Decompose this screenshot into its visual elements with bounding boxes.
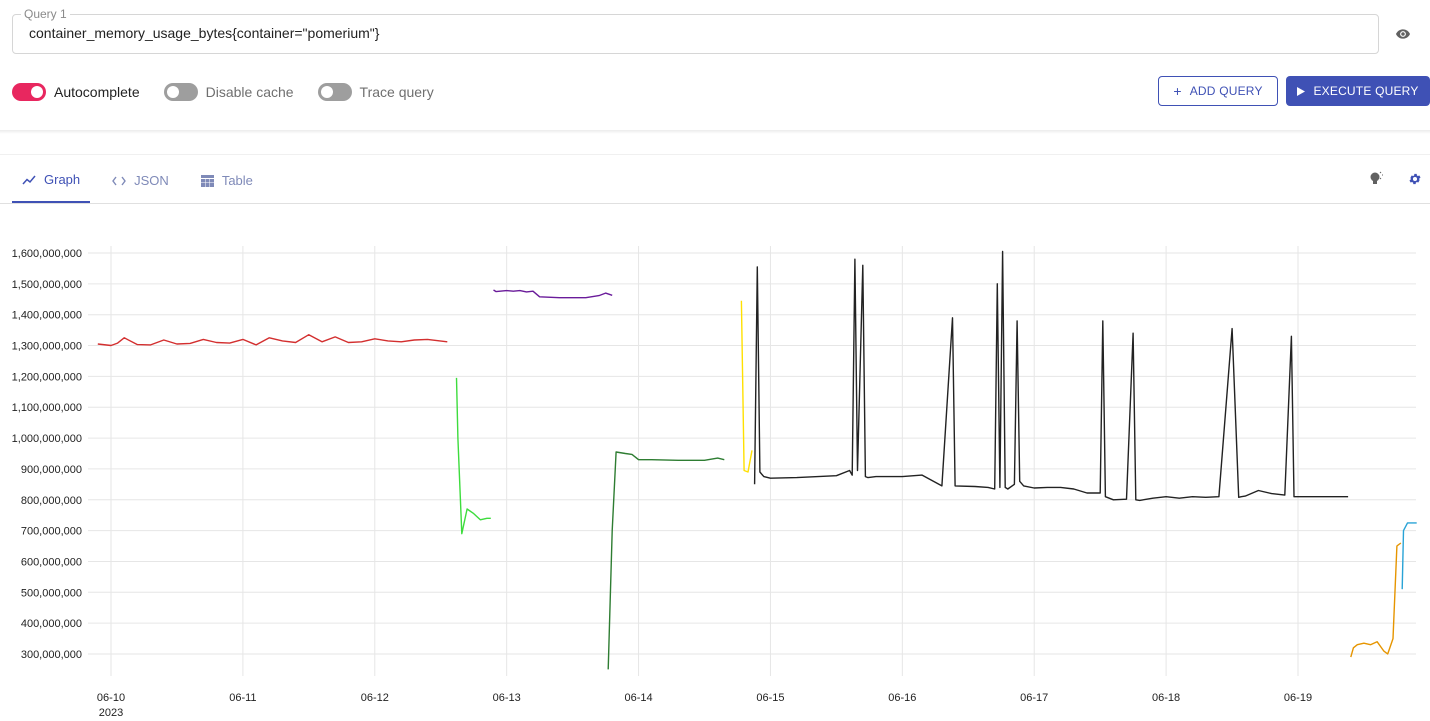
series-line-3 [607,451,725,670]
result-tabs: Graph JSON Table [12,158,275,203]
disable-cache-toggle[interactable]: Disable cache [163,83,294,101]
y-tick-label: 400,000,000 [21,618,82,630]
x-tick-label: 06-11 [229,692,256,704]
series-line-2 [493,289,613,299]
y-tick-label: 900,000,000 [21,464,82,476]
add-query-label: ADD QUERY [1189,84,1263,98]
tab-table[interactable]: Table [191,158,263,203]
x-tick-label: 06-15 [756,692,784,704]
series-line-6 [1350,542,1402,658]
y-tick-label: 1,500,000,000 [12,279,82,291]
trace-query-switch[interactable] [317,83,352,101]
code-icon [112,176,127,186]
section-divider [0,154,1430,155]
x-tick-label: 06-19 [1284,692,1312,704]
query-field[interactable]: Query 1 [12,7,1379,54]
execute-query-label: EXECUTE QUERY [1313,84,1419,98]
chart-labels: 1,600,000,000 1,500,000,000 1,400,000,000 1… [12,248,1312,719]
query-legend: Query 1 [21,7,70,21]
plus-icon: + [1173,83,1182,99]
query-options: Autocomplete Disable cache Trace query [12,80,458,104]
y-tick-label: 1,000,000,000 [12,433,82,445]
gear-icon[interactable] [1408,172,1422,191]
x-tick-label: 06-16 [888,692,916,704]
autocomplete-switch[interactable] [12,83,46,101]
play-icon [1297,83,1306,99]
trace-query-label: Trace query [359,84,434,100]
y-tick-label: 500,000,000 [21,587,82,599]
disable-cache-label: Disable cache [205,84,294,100]
tab-json-label: JSON [134,173,169,188]
tab-graph[interactable]: Graph [12,158,91,203]
y-tick-label: 1,200,000,000 [12,371,82,383]
add-query-button[interactable]: + ADD QUERY [1158,76,1278,106]
series-line-4 [740,300,753,473]
execute-query-button[interactable]: EXECUTE QUERY [1286,76,1430,106]
tabs-underline [0,203,1430,204]
x-tick-label: 06-18 [1152,692,1180,704]
autocomplete-toggle[interactable]: Autocomplete [12,83,140,101]
query-input[interactable] [29,25,1359,41]
y-tick-label: 600,000,000 [21,556,82,568]
x-tick-label: 06-14 [624,692,652,704]
tab-table-label: Table [221,173,253,188]
y-tick-label: 800,000,000 [21,495,82,507]
series-line-7 [1401,522,1417,590]
x-year-label: 2023 [99,707,123,719]
chart-grid [88,246,1416,676]
y-tick-label: 1,100,000,000 [12,402,82,414]
tab-json[interactable]: JSON [102,158,179,203]
memory-usage-chart: 1,600,000,000 1,500,000,000 1,400,000,000 1… [12,246,1417,719]
trace-query-toggle[interactable]: Trace query [317,83,434,101]
header-divider [0,130,1430,134]
x-tick-label: 06-10 [97,692,125,704]
x-tick-label: 06-17 [1020,692,1048,704]
series-line-5 [753,250,1349,502]
y-tick-label: 700,000,000 [21,526,82,538]
series-line-0 [97,333,448,347]
x-tick-label: 06-12 [361,692,389,704]
y-tick-label: 1,600,000,000 [12,248,82,260]
x-tick-label: 06-13 [493,692,521,704]
eye-icon[interactable] [1396,26,1414,42]
lightbulb-icon[interactable] [1368,171,1384,192]
y-tick-label: 300,000,000 [21,649,82,661]
tab-graph-label: Graph [44,172,81,187]
line-chart-icon [22,175,36,185]
chart-series [97,250,1417,670]
series-line-1 [455,377,491,535]
y-tick-label: 1,400,000,000 [12,310,82,322]
disable-cache-switch[interactable] [163,83,198,101]
y-tick-label: 1,300,000,000 [12,341,82,353]
table-icon [200,174,214,187]
autocomplete-label: Autocomplete [54,84,140,100]
